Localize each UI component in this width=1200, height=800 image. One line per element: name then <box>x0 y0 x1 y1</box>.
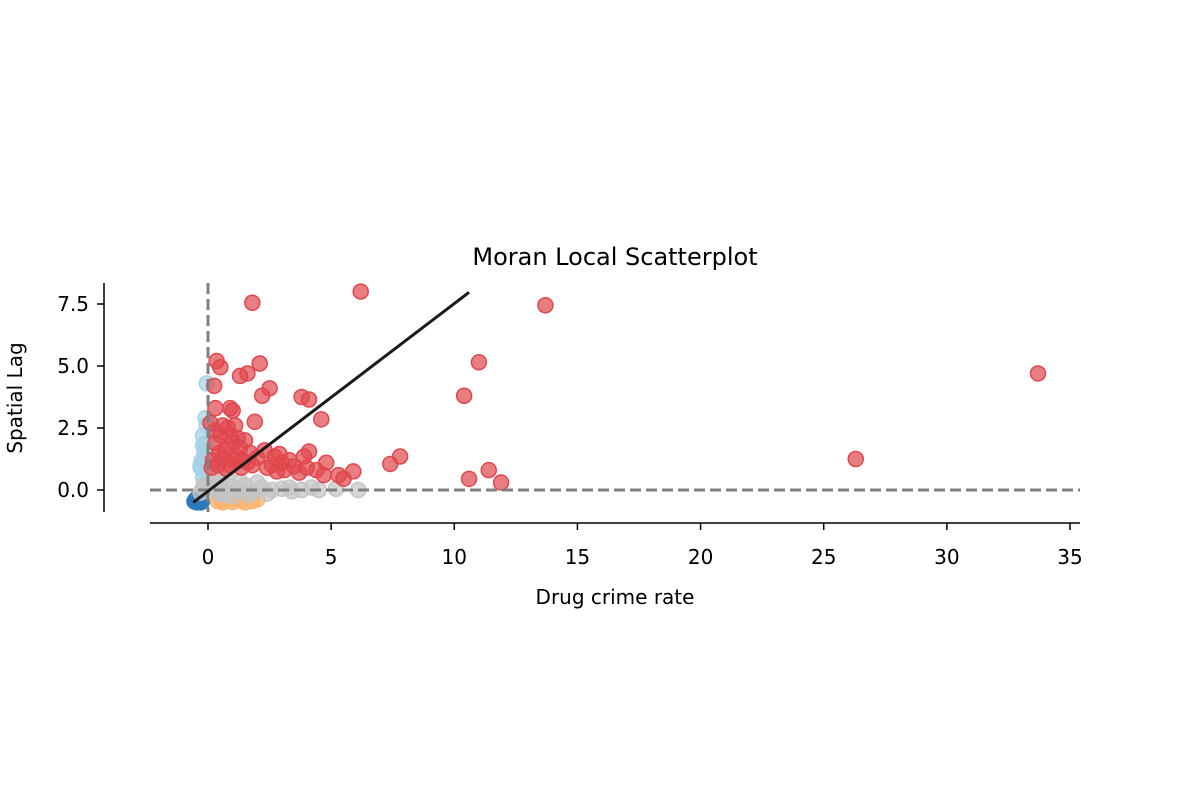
data-point-hh <box>253 387 271 405</box>
data-point-hh <box>246 413 264 431</box>
data-point-hh <box>455 387 473 405</box>
data-point-hh <box>271 445 288 463</box>
y-tick-label: 5.0 <box>57 354 89 378</box>
data-point-hh <box>330 466 347 484</box>
y-axis-label: Spatial Lag <box>3 342 27 453</box>
data-point-hh <box>352 283 369 300</box>
data-point-hh <box>231 367 249 385</box>
data-point-hh <box>470 354 488 371</box>
reference-lines <box>150 283 1080 512</box>
x-tick-label: 30 <box>934 545 959 569</box>
points-layer <box>186 283 1047 511</box>
data-point-hh <box>382 455 399 473</box>
x-axis-label: Drug crime rate <box>536 585 695 609</box>
data-point-hh <box>315 466 333 484</box>
y-tick-label: 0.0 <box>57 478 89 502</box>
data-point-hh <box>313 411 330 428</box>
x-tick-label: 25 <box>811 545 836 569</box>
chart-title: Moran Local Scatterplot <box>472 243 757 271</box>
data-point-hh <box>293 388 310 406</box>
data-point-hh <box>244 294 261 312</box>
data-point-hh <box>208 352 225 370</box>
data-point-hh <box>537 296 554 314</box>
data-point-hh <box>210 444 228 462</box>
y-ticks: 0.0 2.5 5.0 7.5 <box>57 292 104 502</box>
fit-line-layer <box>192 291 470 504</box>
axes <box>103 283 1080 524</box>
data-point-hh <box>207 399 224 417</box>
y-tick-label: 2.5 <box>57 416 89 440</box>
x-tick-label: 35 <box>1057 545 1082 569</box>
y-tick-label: 7.5 <box>57 292 89 316</box>
x-tick-label: 5 <box>325 545 338 569</box>
x-tick-label: 0 <box>202 545 215 569</box>
data-point-hh <box>276 461 293 479</box>
data-point-hh <box>480 461 498 479</box>
data-point-hh <box>290 464 308 481</box>
data-point-hh <box>847 450 864 468</box>
x-tick-label: 20 <box>688 545 713 569</box>
data-point-hh <box>224 402 241 419</box>
data-point-hh <box>251 355 268 372</box>
data-point-ns <box>249 474 266 491</box>
data-point-hh <box>226 417 244 434</box>
data-point-hh <box>460 470 478 488</box>
data-point-hh <box>492 474 510 491</box>
data-point-ns <box>281 479 298 496</box>
data-point-hh <box>203 459 220 476</box>
x-tick-label: 15 <box>565 545 590 569</box>
fit-line <box>192 291 470 504</box>
data-point-hh <box>1029 365 1047 382</box>
x-tick-label: 10 <box>442 545 467 569</box>
x-ticks: 0 5 10 15 20 25 30 35 <box>202 523 1083 569</box>
data-point-hh <box>300 443 318 460</box>
